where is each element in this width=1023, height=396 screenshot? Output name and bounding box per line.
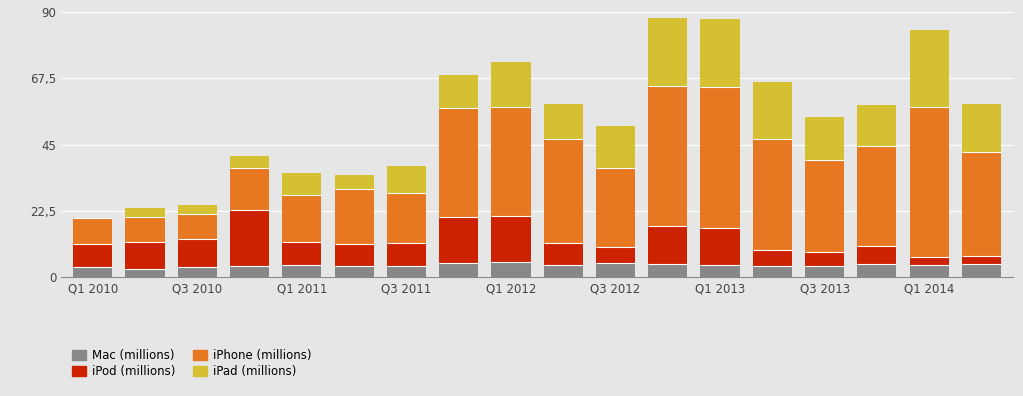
Bar: [230, 156, 269, 168]
Bar: [387, 266, 426, 277]
Bar: [805, 266, 844, 277]
Bar: [753, 82, 792, 139]
Bar: [335, 266, 373, 277]
Bar: [857, 147, 896, 246]
Bar: [491, 107, 531, 217]
Bar: [543, 265, 583, 277]
Bar: [701, 265, 740, 277]
Bar: [335, 175, 373, 189]
Bar: [335, 244, 373, 266]
Bar: [282, 194, 321, 242]
Bar: [595, 247, 635, 263]
Bar: [230, 210, 269, 266]
Bar: [857, 264, 896, 277]
Bar: [491, 62, 531, 107]
Bar: [962, 152, 1002, 256]
Bar: [543, 105, 583, 139]
Bar: [73, 218, 113, 244]
Bar: [909, 30, 948, 107]
Bar: [753, 266, 792, 277]
Bar: [595, 126, 635, 168]
Bar: [439, 108, 479, 217]
Bar: [805, 252, 844, 266]
Bar: [909, 107, 948, 257]
Bar: [387, 193, 426, 244]
Bar: [805, 160, 844, 252]
Bar: [73, 244, 113, 267]
Bar: [962, 264, 1002, 277]
Bar: [178, 267, 217, 277]
Bar: [126, 208, 165, 217]
Bar: [595, 263, 635, 277]
Bar: [230, 266, 269, 277]
Bar: [491, 262, 531, 277]
Bar: [230, 168, 269, 210]
Bar: [701, 228, 740, 265]
Bar: [491, 217, 531, 262]
Bar: [857, 246, 896, 264]
Bar: [439, 263, 479, 277]
Bar: [753, 249, 792, 266]
Bar: [805, 117, 844, 160]
Bar: [126, 217, 165, 242]
Bar: [387, 244, 426, 266]
Bar: [649, 227, 687, 264]
Bar: [178, 239, 217, 267]
Bar: [282, 242, 321, 265]
Bar: [439, 217, 479, 263]
Bar: [649, 18, 687, 86]
Bar: [282, 265, 321, 277]
Bar: [282, 173, 321, 194]
Bar: [701, 87, 740, 228]
Bar: [178, 214, 217, 239]
Bar: [126, 268, 165, 277]
Bar: [909, 265, 948, 277]
Bar: [126, 242, 165, 268]
Bar: [649, 86, 687, 227]
Bar: [387, 166, 426, 193]
Bar: [543, 243, 583, 265]
Bar: [73, 267, 113, 277]
Bar: [909, 257, 948, 265]
Bar: [335, 189, 373, 244]
Bar: [962, 256, 1002, 264]
Bar: [595, 168, 635, 247]
Bar: [543, 139, 583, 243]
Bar: [439, 75, 479, 108]
Bar: [962, 104, 1002, 152]
Bar: [753, 139, 792, 249]
Legend: Mac (millions), iPod (millions), iPhone (millions), iPad (millions): Mac (millions), iPod (millions), iPhone …: [68, 345, 316, 383]
Bar: [178, 205, 217, 214]
Bar: [649, 264, 687, 277]
Bar: [701, 19, 740, 87]
Bar: [857, 105, 896, 147]
